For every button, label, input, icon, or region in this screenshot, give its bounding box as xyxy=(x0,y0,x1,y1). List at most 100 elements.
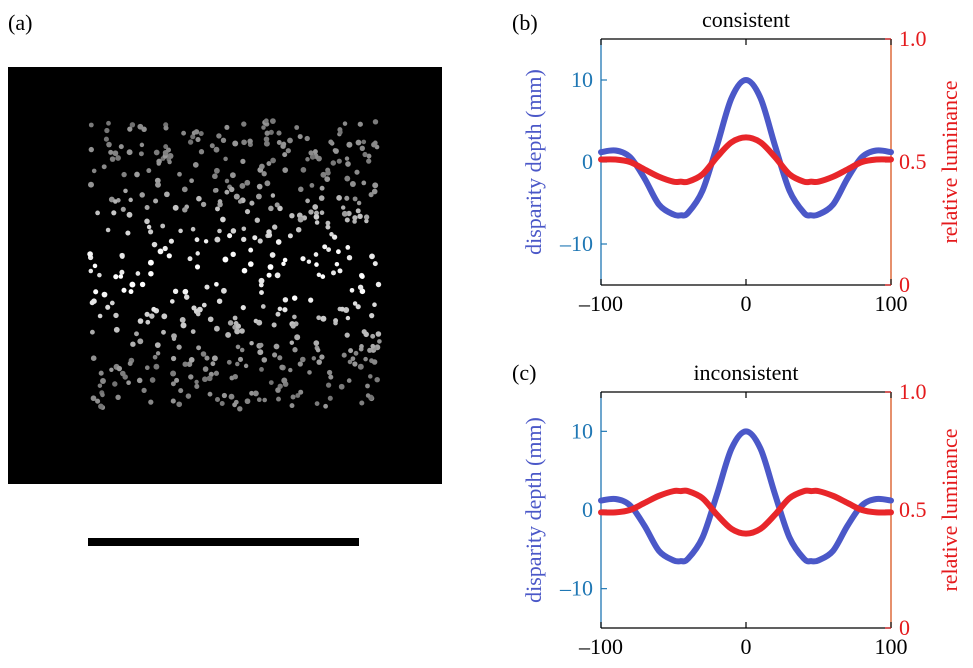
stimulus-dot xyxy=(178,228,183,234)
stimulus-dot xyxy=(196,345,202,351)
stimulus-dot xyxy=(115,394,121,401)
stimulus-dot xyxy=(127,126,133,132)
stimulus-dot xyxy=(295,226,302,233)
stimulus-dot xyxy=(308,297,314,303)
x-tick-label: 0 xyxy=(741,634,752,659)
stimulus-dot xyxy=(194,237,200,243)
stimulus-dot xyxy=(272,224,278,230)
stimulus-image xyxy=(8,67,442,484)
stimulus-dot xyxy=(324,176,331,182)
stimulus-dot xyxy=(170,355,177,362)
stimulus-dot xyxy=(320,274,326,279)
chart-title: inconsistent xyxy=(693,360,798,385)
stimulus-dot xyxy=(104,127,110,134)
stimulus-dot xyxy=(366,153,372,159)
stimulus-dot xyxy=(214,325,220,332)
stimulus-dot xyxy=(322,244,328,250)
stimulus-dot xyxy=(98,403,104,410)
stimulus-dot xyxy=(163,144,169,150)
stimulus-dot xyxy=(289,403,295,409)
stimulus-dot xyxy=(339,306,345,312)
stimulus-dot xyxy=(346,210,352,217)
stimulus-dot xyxy=(232,402,237,408)
stimulus-dot xyxy=(144,218,150,225)
stimulus-dot xyxy=(349,287,355,293)
stimulus-dot xyxy=(126,380,131,386)
stimulus-dot xyxy=(371,359,378,365)
stimulus-dot xyxy=(307,370,312,375)
stimulus-dot xyxy=(198,130,204,137)
stimulus-dot xyxy=(148,270,154,277)
stimulus-dot xyxy=(113,312,119,319)
stimulus-dot xyxy=(256,183,263,190)
stimulus-dot xyxy=(224,189,230,195)
stimulus-dot xyxy=(128,197,133,203)
stimulus-dot xyxy=(247,261,254,267)
stimulus-dot xyxy=(289,213,295,219)
stimulus-dot xyxy=(127,361,133,366)
stimulus-dot xyxy=(352,301,358,306)
stimulus-dot xyxy=(216,133,222,139)
stimulus-dot xyxy=(232,140,239,147)
stimulus-dot xyxy=(357,284,364,291)
chart-title: consistent xyxy=(702,7,790,32)
right-y-tick-label: 1.0 xyxy=(899,379,927,404)
stimulus-dot xyxy=(201,302,207,308)
stimulus-dot xyxy=(128,289,134,295)
stimulus-dot xyxy=(316,272,322,278)
stimulus-dot xyxy=(214,281,219,287)
stimulus-dot xyxy=(119,252,125,259)
x-tick-label: –100 xyxy=(578,291,623,316)
stimulus-dot xyxy=(227,233,233,239)
stimulus-dot xyxy=(121,171,127,178)
stimulus-dot xyxy=(370,343,376,349)
stimulus-dot xyxy=(349,181,356,187)
stimulus-dot xyxy=(325,220,331,226)
x-tick-label: –100 xyxy=(578,634,623,659)
stimulus-dot xyxy=(233,193,240,200)
stimulus-dot xyxy=(367,347,373,353)
stimulus-dot xyxy=(248,247,254,253)
stimulus-dot xyxy=(198,149,205,155)
stimulus-dot xyxy=(249,390,255,396)
disparity-depth-curve xyxy=(598,428,894,565)
stimulus-dot xyxy=(151,306,157,312)
stimulus-dot xyxy=(162,245,168,252)
stimulus-dot xyxy=(197,306,203,313)
stimulus-dot xyxy=(331,234,338,240)
relative-luminance-curve xyxy=(598,487,894,537)
stimulus-dot xyxy=(220,216,226,223)
stimulus-dot xyxy=(144,311,150,317)
stimulus-dot xyxy=(200,351,207,357)
stimulus-dot xyxy=(153,149,160,156)
stimulus-dot xyxy=(139,192,145,198)
stimulus-dot xyxy=(141,126,147,133)
stimulus-dot xyxy=(109,367,114,373)
stimulus-dot xyxy=(217,199,223,204)
stimulus-dot xyxy=(341,210,348,217)
stimulus-dot xyxy=(212,188,218,193)
left-y-tick-label: –10 xyxy=(559,576,593,601)
stimulus-dot xyxy=(338,130,343,135)
stimulus-dot xyxy=(116,365,123,372)
stimulus-dot xyxy=(144,365,150,371)
stimulus-dot xyxy=(155,181,161,188)
stimulus-dot xyxy=(287,137,293,144)
scale-bar xyxy=(88,538,359,546)
panel-label-b: (b) xyxy=(512,10,538,35)
stimulus-dot xyxy=(178,388,184,394)
stimulus-dot xyxy=(258,282,264,288)
stimulus-dot xyxy=(166,253,172,259)
stimulus-dot xyxy=(97,272,102,278)
stimulus-dot xyxy=(187,139,194,145)
stimulus-dot xyxy=(323,403,328,409)
stimulus-dot xyxy=(237,356,244,362)
stimulus-dot xyxy=(93,289,99,295)
stimulus-dot xyxy=(151,241,158,248)
stimulus-dot xyxy=(139,281,146,288)
stimulus-dot xyxy=(232,315,238,321)
right-y-tick-label: 0 xyxy=(899,272,910,297)
stimulus-dot xyxy=(297,216,304,223)
stimulus-dot xyxy=(125,230,131,236)
stimulus-dot xyxy=(294,125,300,130)
